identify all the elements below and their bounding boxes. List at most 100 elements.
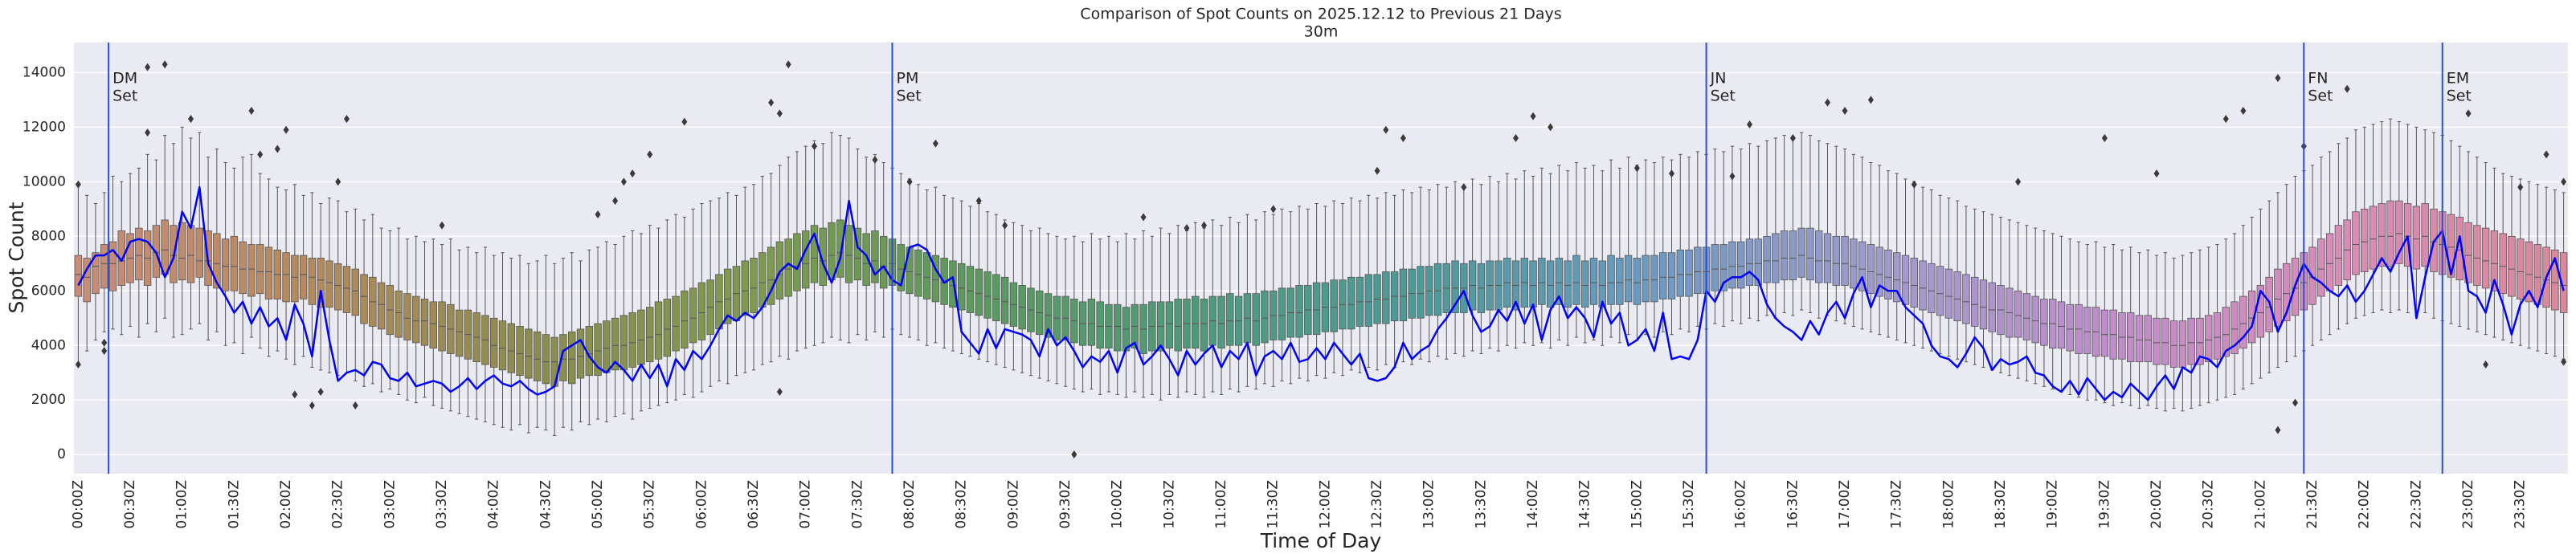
box xyxy=(2551,249,2559,311)
box-group xyxy=(1572,162,1580,338)
box xyxy=(1988,282,1996,332)
box-group xyxy=(2317,157,2325,340)
box xyxy=(2395,200,2403,264)
flier xyxy=(162,60,168,69)
x-tick-label: 09:00Z xyxy=(1005,480,1021,529)
box-group xyxy=(1078,241,1087,393)
box-group xyxy=(2014,222,2022,379)
box xyxy=(2169,320,2178,368)
box xyxy=(455,309,464,357)
box xyxy=(1867,244,1875,295)
box-group xyxy=(1953,200,1961,360)
box xyxy=(784,238,792,297)
box-group xyxy=(1988,214,1996,371)
box xyxy=(1087,299,1096,346)
x-tick-label: 18:30Z xyxy=(1993,480,2009,529)
box xyxy=(1598,260,1606,308)
x-tick-label: 03:00Z xyxy=(382,480,398,529)
flier xyxy=(872,156,878,165)
box-group xyxy=(1468,178,1477,352)
box xyxy=(2481,227,2490,289)
box xyxy=(507,323,515,373)
flier xyxy=(1201,221,1207,230)
box-group xyxy=(880,162,888,338)
box-group xyxy=(490,255,498,426)
box-group xyxy=(429,238,437,406)
box xyxy=(2447,214,2455,278)
marker-label: PM xyxy=(897,70,919,88)
box-group xyxy=(1061,238,1069,387)
box-group xyxy=(611,244,619,417)
box xyxy=(1564,260,1572,308)
box-group xyxy=(1087,233,1096,390)
box xyxy=(1114,303,1122,352)
flier xyxy=(1669,169,1674,178)
box-group xyxy=(619,235,628,414)
box xyxy=(1312,282,1321,336)
box-group xyxy=(178,126,186,336)
box-group xyxy=(2205,246,2213,404)
box-group xyxy=(1650,162,1658,338)
x-tick-label: 14:00Z xyxy=(1525,480,1541,529)
box xyxy=(186,225,195,283)
box-group xyxy=(1234,222,1243,393)
box-group xyxy=(1642,159,1650,336)
box xyxy=(178,222,186,281)
box-group xyxy=(1893,173,1901,340)
box-group xyxy=(221,162,230,346)
x-tick-label: 04:30Z xyxy=(538,480,554,529)
x-tick-label: 17:30Z xyxy=(1889,480,1905,529)
flier xyxy=(2561,357,2567,366)
box-group xyxy=(724,192,732,385)
box-group xyxy=(1044,233,1053,381)
box-group xyxy=(922,189,931,346)
box-group xyxy=(213,149,221,332)
box xyxy=(810,225,819,283)
box-group xyxy=(195,132,203,324)
box-group xyxy=(1936,194,1944,354)
box xyxy=(2508,235,2516,297)
box-group xyxy=(2075,241,2083,398)
x-tick-label: 05:00Z xyxy=(590,480,606,529)
box xyxy=(161,219,169,275)
x-tick-label: 14:30Z xyxy=(1577,480,1593,529)
box-group xyxy=(1355,200,1364,373)
box xyxy=(741,260,749,316)
flier xyxy=(1140,213,1147,222)
box-group xyxy=(1131,238,1139,393)
marker-label: JN xyxy=(1710,70,1727,88)
flier xyxy=(629,169,636,178)
box-group xyxy=(1382,192,1390,365)
box xyxy=(1226,293,1234,346)
box xyxy=(1174,299,1182,352)
box-group xyxy=(2040,230,2048,387)
marker-label: FN xyxy=(2308,70,2328,88)
box xyxy=(637,309,645,365)
box-group xyxy=(412,235,420,404)
x-tick-label: 15:00Z xyxy=(1629,480,1645,529)
x-tick-label: 16:30Z xyxy=(1785,480,1801,529)
box-group xyxy=(1520,170,1528,344)
box-group xyxy=(377,227,386,393)
box xyxy=(1676,249,1684,297)
box xyxy=(1399,268,1408,322)
box-group xyxy=(1148,235,1156,395)
box-group xyxy=(1815,140,1823,319)
box-group xyxy=(672,214,680,401)
box-group xyxy=(1364,194,1372,368)
box xyxy=(880,235,888,289)
box-group xyxy=(1546,173,1555,349)
current-day-line xyxy=(77,185,2565,401)
box xyxy=(1659,252,1667,299)
box-group xyxy=(1850,153,1858,327)
box xyxy=(672,295,680,352)
flier xyxy=(1634,164,1640,173)
flier xyxy=(352,401,358,410)
box-group xyxy=(1105,235,1113,393)
box xyxy=(871,230,879,283)
box-group xyxy=(1399,189,1408,363)
flier xyxy=(776,388,783,397)
box-group xyxy=(1165,233,1174,395)
flier xyxy=(248,106,255,115)
